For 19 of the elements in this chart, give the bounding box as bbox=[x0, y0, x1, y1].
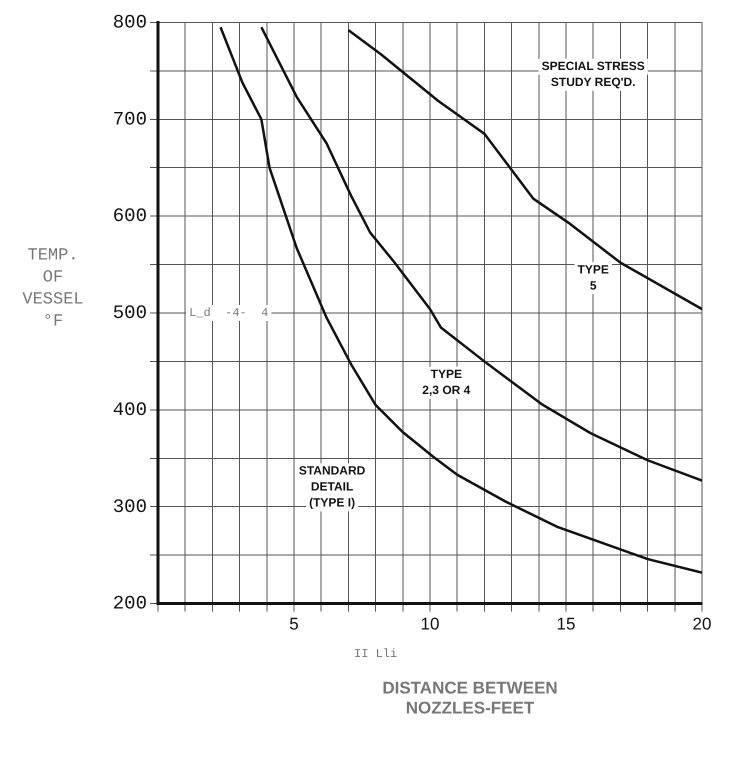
x-tick-label: 15 bbox=[556, 614, 576, 634]
y-tick-label: 300 bbox=[112, 496, 147, 518]
y-axis-title: TEMP. OF VESSEL °F bbox=[22, 246, 84, 332]
x-tick-label: 5 bbox=[289, 614, 299, 634]
y-tick-label: 600 bbox=[112, 205, 147, 228]
x-tick-label: 10 bbox=[420, 614, 440, 634]
x-tick-label: 20 bbox=[692, 614, 712, 634]
annotation: STANDARD DETAIL (TYPE I) bbox=[298, 464, 366, 510]
text: II Lli bbox=[354, 646, 398, 661]
x-axis-title: DISTANCE BETWEEN NOZZLES-FEET bbox=[382, 678, 558, 718]
annotation: TYPE 2,3 OR 4 bbox=[422, 367, 471, 398]
annotation: SPECIAL STRESS STUDY REQ'D. bbox=[542, 59, 645, 90]
annotation: L_d -4- 4 bbox=[189, 306, 268, 320]
annotation: TYPE 5 bbox=[578, 262, 609, 292]
y-tick-label: 200 bbox=[112, 592, 147, 615]
y-tick-label: 500 bbox=[112, 302, 147, 324]
y-tick-label: 800 bbox=[112, 11, 147, 34]
y-tick-label: 700 bbox=[112, 108, 147, 130]
y-tick-label: 400 bbox=[112, 398, 147, 421]
